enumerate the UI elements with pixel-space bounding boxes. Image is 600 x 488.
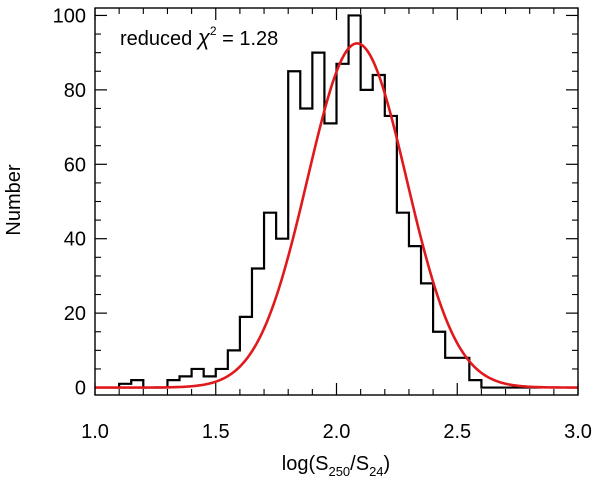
y-tick-label: 40 bbox=[64, 229, 86, 251]
y-tick-label: 60 bbox=[64, 154, 86, 176]
histogram-outline bbox=[118, 14, 542, 389]
x-tick-label: 2.0 bbox=[323, 421, 351, 443]
y-tick-label: 20 bbox=[64, 303, 86, 325]
y-tick-label: 100 bbox=[53, 5, 86, 27]
x-axis-label: log(S250/S24) bbox=[282, 453, 390, 479]
plot-frame bbox=[94, 7, 579, 396]
y-tick-labels: 0 20 40 60 80 100 bbox=[53, 5, 86, 399]
y-tick-label: 80 bbox=[64, 80, 86, 102]
annotation-text: reduced χ2 = 1.28 bbox=[120, 24, 278, 50]
x-tick-label: 1.5 bbox=[202, 421, 230, 443]
x-tick-label: 3.0 bbox=[564, 421, 592, 443]
x-tick-label: 2.5 bbox=[443, 421, 471, 443]
gaussian-fit-curve bbox=[95, 42, 578, 389]
x-tick-labels: 1.0 1.5 2.0 2.5 3.0 bbox=[81, 421, 592, 443]
x-tick-label: 1.0 bbox=[81, 421, 109, 443]
y-axis-label: Number bbox=[3, 164, 25, 235]
y-tick-label: 0 bbox=[75, 378, 86, 400]
